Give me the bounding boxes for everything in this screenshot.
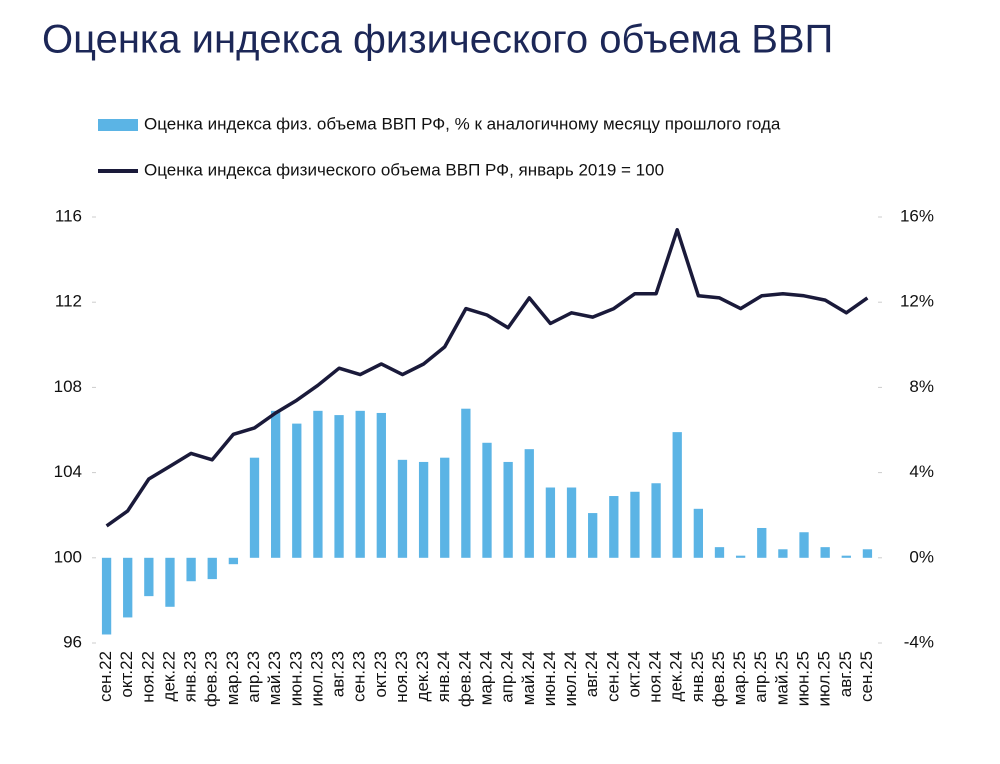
- x-tick-label: сен.24: [603, 651, 622, 702]
- bar: [651, 483, 661, 558]
- bar: [841, 555, 851, 558]
- y-tick-label: 96: [63, 632, 82, 651]
- bar: [101, 557, 112, 635]
- bar: [270, 410, 281, 558]
- x-tick-label: июл.25: [815, 651, 834, 706]
- y2-tick-label: 16%: [900, 206, 934, 225]
- x-tick-label: окт.24: [624, 651, 643, 698]
- x-tick-label: фев.23: [202, 651, 221, 707]
- bar: [820, 547, 830, 558]
- y-tick-label: 104: [54, 462, 82, 481]
- bar: [186, 557, 196, 582]
- bar: [630, 491, 640, 558]
- bar: [735, 555, 746, 558]
- bar: [376, 412, 386, 558]
- x-tick-label: мар.24: [476, 651, 495, 705]
- y2-tick-label: 8%: [909, 377, 934, 396]
- bar: [165, 557, 175, 607]
- x-tick-label: ноя.23: [392, 651, 411, 703]
- legend-label: Оценка индекса физического объема ВВП РФ…: [144, 160, 664, 179]
- y2-tick-label: 0%: [909, 547, 934, 566]
- x-tick-label: фев.25: [709, 651, 728, 707]
- x-tick-label: май.25: [772, 651, 791, 705]
- bar: [799, 532, 809, 558]
- bar: [292, 423, 302, 558]
- bar: [524, 449, 534, 558]
- bar: [693, 508, 704, 558]
- bar: [144, 557, 154, 597]
- x-tick-label: июн.24: [540, 651, 559, 706]
- legend-label: Оценка индекса физ. объема ВВП РФ, % к а…: [144, 114, 781, 133]
- x-tick-label: июл.23: [307, 651, 326, 706]
- x-tick-label: дек.22: [159, 651, 178, 701]
- bar: [566, 487, 577, 558]
- x-tick-label: дек.24: [667, 651, 686, 701]
- bar: [355, 410, 365, 558]
- x-tick-label: ноя.24: [646, 651, 665, 703]
- x-tick-label: мар.23: [223, 651, 242, 705]
- x-tick-label: мар.25: [730, 651, 749, 705]
- bar: [123, 557, 133, 618]
- bar: [418, 461, 429, 558]
- x-tick-label: янв.25: [688, 651, 707, 702]
- bar: [545, 487, 556, 558]
- bar: [228, 557, 239, 565]
- x-tick-label: апр.24: [498, 651, 517, 703]
- bar: [609, 496, 619, 558]
- x-tick-label: июн.25: [794, 651, 813, 706]
- y-tick-label: 112: [55, 292, 82, 311]
- bar: [334, 415, 344, 558]
- bar: [440, 457, 450, 558]
- bar: [672, 432, 682, 558]
- y2-tick-label: 12%: [900, 292, 934, 311]
- x-tick-label: дек.23: [413, 651, 432, 701]
- bar: [207, 557, 217, 580]
- x-tick-label: авг.23: [329, 651, 348, 697]
- y2-tick-label: 4%: [909, 462, 934, 481]
- y2-tick-label: -4%: [904, 632, 934, 651]
- chart-title: Оценка индекса физического объема ВВП: [42, 18, 833, 62]
- x-tick-label: апр.23: [244, 651, 263, 703]
- x-tick-label: авг.24: [582, 651, 601, 697]
- x-tick-label: фев.24: [455, 651, 474, 707]
- bar: [757, 527, 767, 558]
- bar: [862, 549, 873, 558]
- x-tick-label: апр.25: [751, 651, 770, 703]
- bar: [461, 408, 471, 558]
- bar: [249, 457, 260, 558]
- x-tick-label: июн.23: [286, 651, 305, 706]
- x-tick-label: янв.23: [181, 651, 200, 702]
- legend-swatch: [98, 119, 138, 131]
- bar: [313, 410, 323, 558]
- bar: [397, 459, 408, 558]
- y-tick-label: 108: [54, 377, 82, 396]
- x-tick-label: янв.24: [434, 651, 453, 702]
- bar: [482, 442, 492, 558]
- x-tick-label: май.24: [519, 651, 538, 705]
- x-tick-label: июл.24: [561, 651, 580, 706]
- bar: [503, 461, 513, 558]
- x-tick-label: окт.22: [117, 651, 136, 698]
- bar: [588, 513, 598, 558]
- x-tick-label: ноя.22: [138, 651, 157, 703]
- x-tick-label: авг.25: [836, 651, 855, 697]
- y-tick-label: 100: [54, 547, 82, 566]
- x-tick-label: сен.25: [857, 651, 876, 702]
- x-tick-label: окт.23: [371, 651, 390, 698]
- bar: [778, 549, 788, 558]
- x-tick-label: сен.23: [350, 651, 369, 702]
- x-tick-label: май.23: [265, 651, 284, 705]
- bar: [714, 547, 725, 558]
- y-tick-label: 116: [55, 206, 82, 225]
- line: [105, 228, 869, 528]
- x-tick-label: сен.22: [96, 651, 115, 702]
